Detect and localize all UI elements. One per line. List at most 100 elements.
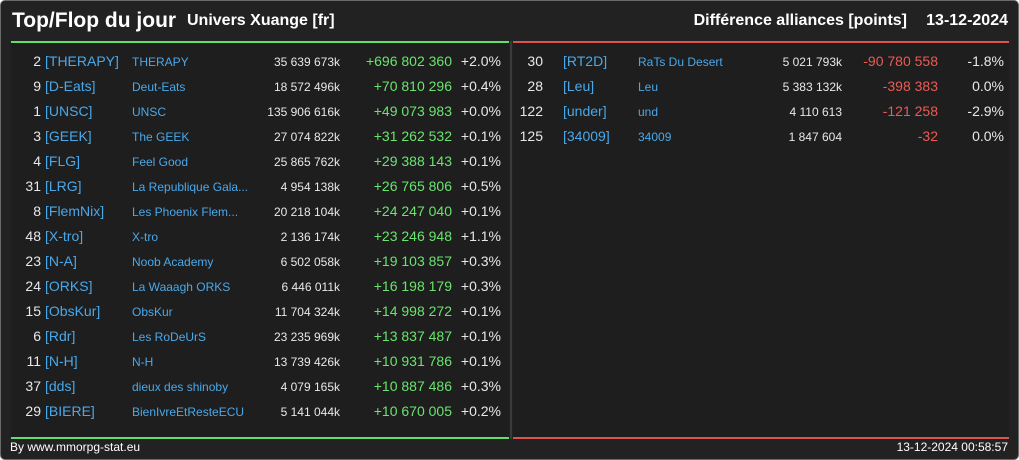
diff-cell: +31 262 532 <box>373 128 452 144</box>
alliance-tag-link[interactable]: [UNSC] <box>45 103 93 119</box>
diff-cell: +14 998 272 <box>373 303 452 319</box>
rank-cell: 29 <box>25 403 41 419</box>
diff-cell: +16 198 179 <box>373 278 452 294</box>
diff-cell: +10 931 786 <box>373 353 452 369</box>
alliance-name-link[interactable]: N-H <box>132 355 154 369</box>
alliance-name-link[interactable]: La Waaagh ORKS <box>132 280 231 294</box>
percent-cell: +0.3% <box>460 278 501 294</box>
percent-cell: +0.1% <box>460 328 501 344</box>
alliance-name-link[interactable]: Deut-Eats <box>132 80 186 94</box>
percent-cell: +0.3% <box>460 253 501 269</box>
rank-cell: 37 <box>25 378 41 394</box>
points-cell: 11 704 324k <box>274 305 340 319</box>
points-cell: 5 141 044k <box>280 405 340 419</box>
percent-cell: 0.0% <box>972 128 1004 144</box>
rank-cell: 48 <box>25 228 41 244</box>
diff-cell: -121 258 <box>882 103 938 119</box>
alliance-tag-link[interactable]: [N-A] <box>45 253 77 269</box>
alliance-name-link[interactable]: Feel Good <box>132 155 189 169</box>
top-row: 6 [Rdr] Les RoDeUrS 23 235 969k +13 837 487 +… <box>11 324 509 349</box>
percent-cell: +0.5% <box>460 178 501 194</box>
points-cell: 13 739 426k <box>273 355 340 369</box>
header-date: 13-12-2024 <box>926 12 1008 29</box>
alliance-tag-link[interactable]: [FLG] <box>45 153 81 169</box>
percent-cell: -2.9% <box>967 103 1004 119</box>
alliance-tag-link[interactable]: [Rdr] <box>45 328 76 344</box>
alliance-tag-link[interactable]: [RT2D] <box>563 53 608 69</box>
alliance-name-link[interactable]: RaTs Du Desert <box>638 55 723 69</box>
percent-cell: +0.0% <box>460 103 501 119</box>
alliance-tag-link[interactable]: [ObsKur] <box>45 303 101 319</box>
alliance-name-link[interactable]: Noob Academy <box>132 255 214 269</box>
alliance-name-link[interactable]: THERAPY <box>132 55 189 69</box>
alliance-name-link[interactable]: Leu <box>638 80 659 94</box>
diff-cell: +26 765 806 <box>373 178 452 194</box>
alliance-tag-link[interactable]: [BIERE] <box>45 403 95 419</box>
top-row: 4 [FLG] Feel Good 25 865 762k +29 388 143 +0.… <box>11 149 509 174</box>
diff-cell: -90 780 558 <box>863 53 938 69</box>
alliance-tag-link[interactable]: [Leu] <box>563 78 595 94</box>
footer-timestamp: 13-12-2024 00:58:57 <box>896 440 1008 454</box>
alliance-tag-link[interactable]: [D-Eats] <box>45 78 96 94</box>
header: Top/Flop du jour Univers Xuange [fr] Dif… <box>1 1 1018 41</box>
diff-cell: +10 887 486 <box>373 378 452 394</box>
flop-row: 30 [RT2D] RaTs Du Desert 5 021 793k -90 780 … <box>513 49 1009 74</box>
percent-cell: +1.1% <box>460 228 501 244</box>
top-row: 8 [FlemNix] Les Phoenix Flem... 20 218 104k… <box>11 199 509 224</box>
diff-cell: -32 <box>917 128 938 144</box>
alliance-tag-link[interactable]: [FlemNix] <box>45 203 105 219</box>
alliance-tag-link[interactable]: [THERAPY] <box>45 53 119 69</box>
diff-cell: +23 246 948 <box>373 228 452 244</box>
top-row: 1 [UNSC] UNSC 135 906 616k +49 073 983 +0.0% <box>11 99 509 124</box>
rank-cell: 3 <box>33 128 41 144</box>
rank-cell: 125 <box>519 128 543 144</box>
top-row: 48 [X-tro] X-tro 2 136 174k +23 246 948 +1.1% <box>11 224 509 249</box>
points-cell: 20 218 104k <box>273 205 340 219</box>
rank-cell: 2 <box>33 53 41 69</box>
points-cell: 6 502 058k <box>280 255 340 269</box>
source-credit: By www.mmorpg-stat.eu <box>10 440 141 454</box>
alliance-tag-link[interactable]: [under] <box>563 103 607 119</box>
alliance-name-link[interactable]: La Republique Gala... <box>132 180 249 194</box>
alliance-name-link[interactable]: BienIvreEtResteECU <box>132 405 245 419</box>
diff-cell: +24 247 040 <box>373 203 452 219</box>
rank-cell: 6 <box>33 328 41 344</box>
panel-divider <box>510 41 512 439</box>
points-cell: 4 954 138k <box>280 180 340 194</box>
alliance-tag-link[interactable]: [LRG] <box>45 178 82 194</box>
alliance-name-link[interactable]: The GEEK <box>132 130 190 144</box>
rank-cell: 24 <box>25 278 41 294</box>
points-cell: 25 865 762k <box>273 155 340 169</box>
percent-cell: +0.1% <box>460 128 501 144</box>
top-row: 3 [GEEK] The GEEK 27 074 822k +31 262 532 +0.… <box>11 124 509 149</box>
percent-cell: +0.1% <box>460 353 501 369</box>
top-row: 29 [BIERE] BienIvreEtResteECU 5 141 044k +10… <box>11 399 509 424</box>
alliance-name-link[interactable]: dieux des shinoby <box>132 380 229 394</box>
alliance-name-link[interactable]: UNSC <box>132 105 167 119</box>
alliance-tag-link[interactable]: [X-tro] <box>45 228 84 244</box>
flop-panel: 30 [RT2D] RaTs Du Desert 5 021 793k -90 780 … <box>513 41 1009 439</box>
alliance-tag-link[interactable]: [ORKS] <box>45 278 93 294</box>
alliance-name-link[interactable]: Les Phoenix Flem... <box>132 205 239 219</box>
alliance-name-link[interactable]: 34009 <box>638 130 672 144</box>
top-panel: 2 [THERAPY] THERAPY 35 639 673k +696 802 360… <box>11 41 509 439</box>
top-row: 37 [dds] dieux des shinoby 4 079 165k +10 88… <box>11 374 509 399</box>
points-cell: 23 235 969k <box>273 330 340 344</box>
alliance-tag-link[interactable]: [GEEK] <box>45 128 92 144</box>
alliance-name-link[interactable]: Les RoDeUrS <box>132 330 207 344</box>
percent-cell: +0.1% <box>460 303 501 319</box>
diff-cell: +29 388 143 <box>373 153 452 169</box>
alliance-name-link[interactable]: ObsKur <box>132 305 173 319</box>
diff-cell: +49 073 983 <box>373 103 452 119</box>
alliance-tag-link[interactable]: [dds] <box>45 378 76 394</box>
rank-cell: 122 <box>519 103 543 119</box>
rank-cell: 30 <box>527 53 543 69</box>
percent-cell: +2.0% <box>460 53 501 69</box>
alliance-tag-link[interactable]: [N-H] <box>45 353 78 369</box>
top-row: 23 [N-A] Noob Academy 6 502 058k +19 103 857… <box>11 249 509 274</box>
alliance-tag-link[interactable]: [34009] <box>563 128 610 144</box>
rank-cell: 8 <box>33 203 41 219</box>
alliance-name-link[interactable]: und <box>638 105 659 119</box>
alliance-name-link[interactable]: X-tro <box>132 230 159 244</box>
points-cell: 4 110 613 <box>789 105 843 119</box>
